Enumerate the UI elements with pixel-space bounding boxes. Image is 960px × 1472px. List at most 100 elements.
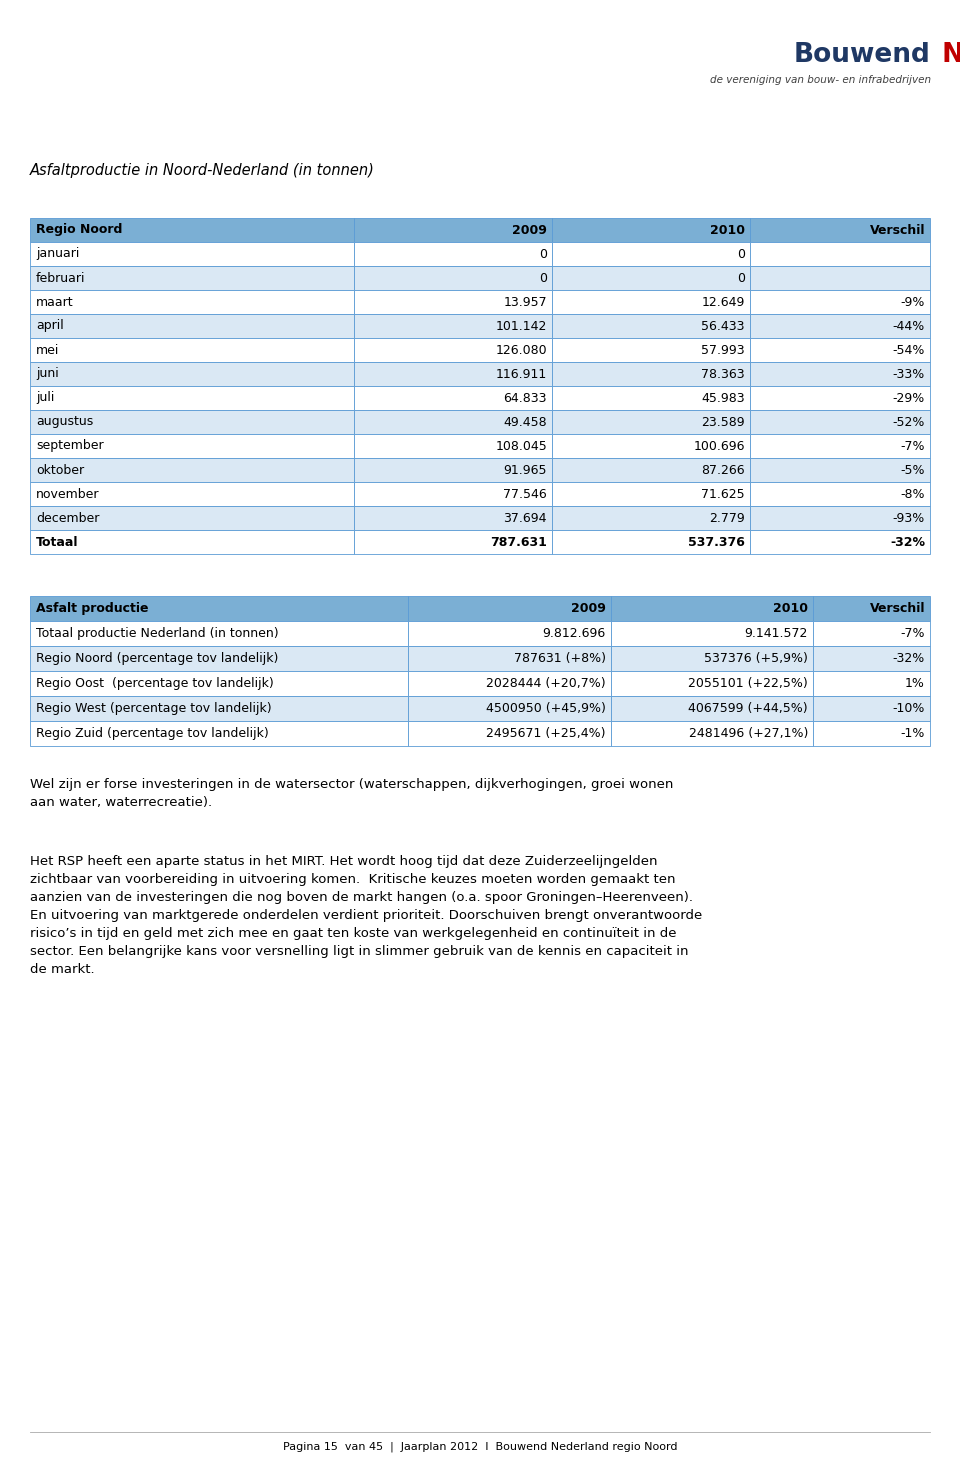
Text: februari: februari	[36, 271, 85, 284]
Bar	[30, 481, 354, 506]
Bar	[30, 458, 354, 481]
Bar	[30, 241, 354, 266]
Text: 23.589: 23.589	[702, 415, 745, 428]
Bar	[552, 506, 750, 530]
Text: 2009: 2009	[512, 224, 547, 237]
Bar	[552, 481, 750, 506]
Text: 45.983: 45.983	[702, 392, 745, 405]
Bar	[30, 290, 354, 314]
Text: 87.266: 87.266	[702, 464, 745, 477]
Bar	[813, 646, 930, 671]
Bar	[813, 621, 930, 646]
Text: -33%: -33%	[893, 368, 925, 380]
Text: Asfaltproductie in Noord-Nederland (in tonnen): Asfaltproductie in Noord-Nederland (in t…	[30, 163, 374, 178]
Bar	[354, 506, 552, 530]
Bar	[30, 386, 354, 411]
Bar	[611, 621, 813, 646]
Text: de vereniging van bouw- en infrabedrijven: de vereniging van bouw- en infrabedrijve…	[709, 75, 931, 85]
Bar	[611, 596, 813, 621]
Bar	[408, 671, 611, 696]
Bar	[750, 481, 930, 506]
Text: 12.649: 12.649	[702, 296, 745, 309]
Bar	[750, 386, 930, 411]
Bar	[750, 218, 930, 241]
Bar	[30, 434, 354, 458]
Bar	[30, 696, 408, 721]
Bar	[750, 241, 930, 266]
Text: 78.363: 78.363	[702, 368, 745, 380]
Bar	[30, 266, 354, 290]
Text: 13.957: 13.957	[503, 296, 547, 309]
Bar	[408, 621, 611, 646]
Text: 2055101 (+22,5%): 2055101 (+22,5%)	[688, 677, 808, 690]
Text: november: november	[36, 487, 100, 500]
Bar	[750, 458, 930, 481]
Text: -1%: -1%	[900, 727, 925, 740]
Bar	[813, 696, 930, 721]
Text: 9.812.696: 9.812.696	[542, 627, 606, 640]
Bar	[354, 314, 552, 339]
Text: 537.376: 537.376	[688, 536, 745, 549]
Text: april: april	[36, 319, 63, 333]
Text: Het RSP heeft een aparte status in het MIRT. Het wordt hoog tijd dat deze Zuider: Het RSP heeft een aparte status in het M…	[30, 855, 703, 976]
Text: 49.458: 49.458	[503, 415, 547, 428]
Bar	[813, 671, 930, 696]
Text: Verschil: Verschil	[870, 224, 925, 237]
Bar	[30, 646, 408, 671]
Text: Verschil: Verschil	[870, 602, 925, 615]
Text: -10%: -10%	[893, 702, 925, 715]
Text: -8%: -8%	[900, 487, 925, 500]
Text: 787631 (+8%): 787631 (+8%)	[514, 652, 606, 665]
Bar	[552, 266, 750, 290]
Text: 2495671 (+25,4%): 2495671 (+25,4%)	[486, 727, 606, 740]
Text: 0: 0	[539, 247, 547, 261]
Text: januari: januari	[36, 247, 80, 261]
Text: 101.142: 101.142	[495, 319, 547, 333]
Text: -7%: -7%	[900, 627, 925, 640]
Bar	[552, 290, 750, 314]
Text: Pagina 15  van 45  |  Jaarplan 2012  I  Bouwend Nederland regio Noord: Pagina 15 van 45 | Jaarplan 2012 I Bouwe…	[283, 1441, 677, 1453]
Text: september: september	[36, 440, 104, 452]
Bar	[30, 218, 354, 241]
Bar	[552, 434, 750, 458]
Text: 100.696: 100.696	[693, 440, 745, 452]
Text: -5%: -5%	[900, 464, 925, 477]
Bar	[611, 696, 813, 721]
Bar	[750, 434, 930, 458]
Text: -29%: -29%	[893, 392, 925, 405]
Text: -44%: -44%	[893, 319, 925, 333]
Text: 0: 0	[737, 271, 745, 284]
Bar	[354, 530, 552, 553]
Bar	[354, 241, 552, 266]
Text: juli: juli	[36, 392, 55, 405]
Bar	[552, 314, 750, 339]
Bar	[750, 506, 930, 530]
Text: augustus: augustus	[36, 415, 93, 428]
Bar	[750, 339, 930, 362]
Text: 2.779: 2.779	[709, 511, 745, 524]
Bar	[354, 266, 552, 290]
Bar	[750, 290, 930, 314]
Text: Bouwend: Bouwend	[793, 43, 930, 68]
Text: -32%: -32%	[890, 536, 925, 549]
Text: Regio Noord: Regio Noord	[36, 224, 122, 237]
Bar	[354, 411, 552, 434]
Bar	[354, 434, 552, 458]
Text: 787.631: 787.631	[491, 536, 547, 549]
Text: Totaal: Totaal	[36, 536, 79, 549]
Text: Regio Noord (percentage tov landelijk): Regio Noord (percentage tov landelijk)	[36, 652, 278, 665]
Bar	[354, 458, 552, 481]
Bar	[750, 530, 930, 553]
Bar	[408, 721, 611, 746]
Text: 57.993: 57.993	[702, 343, 745, 356]
Text: 2010: 2010	[773, 602, 808, 615]
Text: 2481496 (+27,1%): 2481496 (+27,1%)	[688, 727, 808, 740]
Text: oktober: oktober	[36, 464, 84, 477]
Text: 0: 0	[539, 271, 547, 284]
Bar	[552, 339, 750, 362]
Bar	[750, 314, 930, 339]
Bar	[30, 621, 408, 646]
Bar	[408, 646, 611, 671]
Text: 56.433: 56.433	[702, 319, 745, 333]
Text: -52%: -52%	[893, 415, 925, 428]
